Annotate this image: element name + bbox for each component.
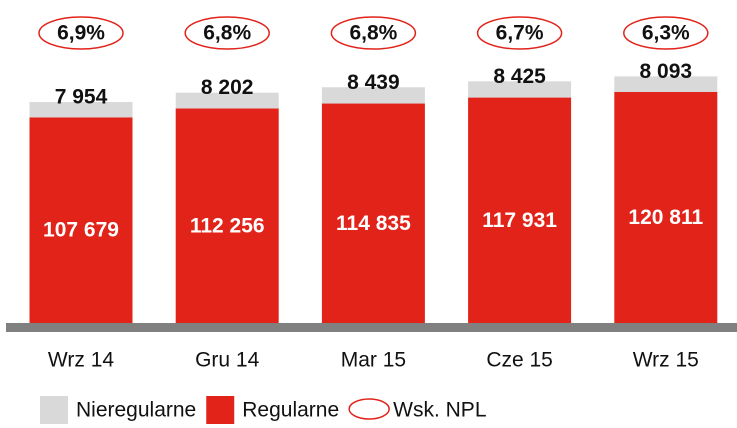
- bar-segment: [29, 117, 133, 325]
- value-label: 120 811: [628, 206, 703, 229]
- npl-marker: [330, 16, 417, 50]
- bar-segment: [321, 87, 425, 104]
- npl-label: 6,9%: [57, 22, 105, 45]
- bar-segment: [175, 92, 279, 109]
- legend-swatch: [40, 396, 68, 424]
- value-label: 8 425: [493, 65, 546, 88]
- npl-label: 6,8%: [203, 22, 251, 45]
- bar-segment: [614, 76, 718, 93]
- axis-baseline: [6, 323, 737, 332]
- value-label: 8 202: [201, 76, 254, 99]
- value-label: 107 679: [43, 219, 119, 242]
- value-label: 8 093: [640, 60, 693, 83]
- legend-label: Nieregularne: [76, 399, 196, 422]
- npl-marker: [623, 16, 709, 50]
- value-label: 8 439: [347, 71, 400, 94]
- legend-swatch: [348, 398, 390, 420]
- x-tick-label: Cze 15: [486, 349, 553, 372]
- bar-segment: [29, 101, 133, 118]
- bar-segment: [468, 97, 572, 325]
- npl-marker: [38, 16, 124, 50]
- x-tick-label: Wrz 15: [633, 349, 699, 372]
- x-tick-label: Mar 15: [341, 349, 406, 372]
- legend-label: Wsk. NPL: [393, 399, 486, 422]
- value-label: 117 931: [482, 209, 557, 232]
- npl-label: 6,7%: [496, 22, 544, 45]
- bar-segment: [468, 81, 572, 98]
- npl-label: 6,8%: [349, 22, 397, 45]
- x-tick-label: Gru 14: [195, 349, 260, 372]
- npl-marker: [184, 16, 270, 50]
- npl-marker: [476, 16, 563, 50]
- bar-segment: [321, 103, 425, 325]
- value-label: 7 954: [55, 86, 108, 109]
- npl-label: 6,3%: [642, 22, 690, 45]
- legend-label: Regularne: [242, 399, 339, 422]
- bar-segment: [175, 108, 279, 325]
- x-tick-label: Wrz 14: [48, 349, 114, 372]
- value-label: 112 256: [190, 214, 265, 237]
- legend-swatch: [206, 396, 235, 424]
- bar-segment: [614, 92, 718, 325]
- value-label: 114 835: [336, 212, 411, 235]
